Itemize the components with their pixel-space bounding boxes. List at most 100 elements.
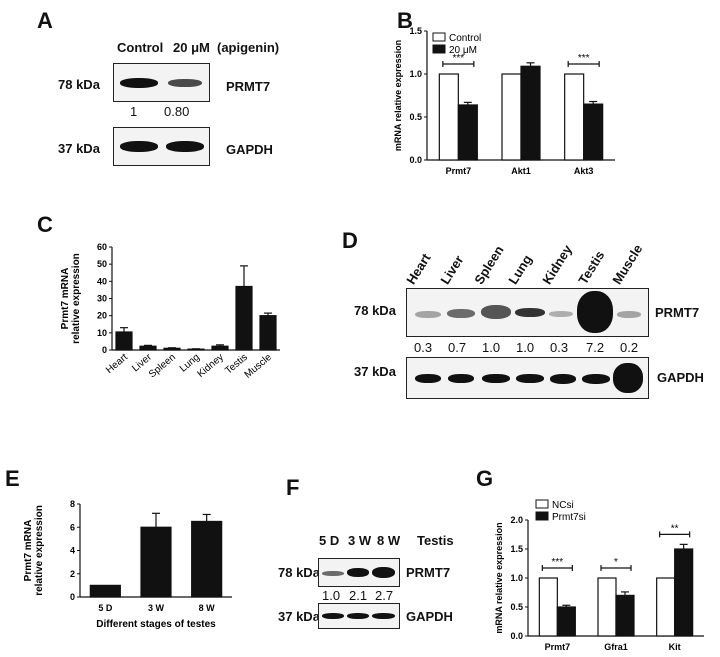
bar [163, 347, 181, 351]
bar [211, 345, 229, 351]
panel-d-tissue-label: Muscle [609, 241, 646, 287]
y-tick-label: 0.5 [409, 112, 422, 122]
x-axis-label: Different stages of testes [96, 619, 216, 630]
legend-label: 20 μM [449, 45, 477, 56]
blot-band [482, 374, 510, 383]
bar [191, 520, 223, 598]
x-tick-label: Prmt7 [545, 642, 571, 652]
bar [457, 104, 478, 161]
significance-label: *** [551, 557, 563, 568]
bar [597, 577, 617, 637]
legend-label: NCsi [552, 500, 574, 511]
bar [259, 315, 277, 351]
panel-a-treatment-label: 20 μM [173, 40, 210, 55]
blot-band [347, 568, 369, 577]
bar [520, 65, 541, 161]
panel-b-letter: B [397, 8, 413, 33]
blot-band [168, 79, 202, 87]
y-tick-label: 0.5 [510, 602, 523, 612]
x-tick-label: Gfra1 [604, 642, 628, 652]
blot-band [372, 567, 395, 578]
blot-band [550, 374, 576, 384]
panel-d-ratio: 0.2 [620, 340, 639, 355]
y-tick-label: 2.0 [510, 515, 523, 525]
blot-band [582, 374, 610, 384]
blot-band [515, 308, 545, 317]
x-tick-label: Akt3 [574, 166, 594, 176]
panel-d-prmt7-label: PRMT7 [655, 305, 700, 320]
bar [139, 345, 157, 351]
blot-band [347, 613, 369, 619]
panel-d-ratio: 7.2 [586, 340, 605, 355]
bar [235, 285, 253, 351]
panel-a-gapdh-blot [113, 127, 210, 166]
bar [115, 331, 133, 351]
bar [538, 577, 558, 637]
panel-d-kda-78: 78 kDa [354, 303, 396, 318]
panel-f-letter: F [286, 475, 300, 500]
bar [674, 548, 694, 637]
blot-band [120, 141, 158, 152]
legend-label: Control [449, 33, 481, 44]
blot-band [577, 291, 613, 333]
panel-d-tissue-label: Spleen [471, 242, 507, 287]
bar [89, 584, 121, 598]
panel-f-prmt7-blot [318, 558, 400, 587]
x-tick-label: 3 W [148, 603, 165, 613]
y-tick-label: 1.0 [510, 573, 523, 583]
panel-d-ratio: 1.0 [516, 340, 535, 355]
y-tick-label: 0 [70, 592, 75, 602]
y-tick-label: 0.0 [409, 155, 422, 165]
panel-f-ratio: 2.7 [375, 588, 394, 603]
panel-f-kda-78: 78 kDa [278, 565, 320, 580]
panel-f-lane-label: 3 W [348, 533, 372, 548]
panel-d-kda-37: 37 kDa [354, 364, 396, 379]
panel-a-compound-label: (apigenin) [217, 40, 280, 55]
blot-band [322, 613, 344, 619]
bar [656, 577, 676, 637]
blot-band [516, 374, 544, 383]
panel-a-ratio: 0.80 [164, 104, 190, 119]
blot-band [322, 571, 344, 576]
panel-a-prmt7-blot [113, 63, 210, 102]
panel-d-letter: D [342, 228, 358, 253]
y-tick-label: 1.5 [409, 26, 422, 36]
panel-d-ratio: 0.7 [448, 340, 467, 355]
blot-band [447, 309, 475, 318]
panel-a-gapdh-label: GAPDH [226, 142, 273, 157]
bar [501, 73, 522, 161]
x-tick-label: 8 W [199, 603, 216, 613]
legend-swatch [535, 511, 549, 521]
panel-f-ratio: 1.0 [322, 588, 341, 603]
panel-f-gapdh-label: GAPDH [406, 609, 453, 624]
panel-d-prmt7-blot [406, 288, 649, 337]
panel-d-gapdh-blot [406, 357, 649, 399]
panel-f-gapdh-blot [318, 603, 400, 629]
x-tick-label: Muscle [243, 352, 275, 381]
panel-f-prmt7-label: PRMT7 [406, 565, 451, 580]
y-tick-label: 8 [70, 499, 75, 509]
panel-a-kda-37: 37 kDa [58, 141, 100, 156]
legend-swatch [535, 499, 549, 509]
panel-g-letter: G [476, 466, 494, 491]
y-tick-label: 30 [97, 294, 107, 304]
blot-band [481, 305, 511, 319]
panel-f-tissue-label: Testis [417, 533, 454, 548]
y-tick-label: 1.0 [409, 69, 422, 79]
x-tick-label: Spleen [147, 352, 178, 380]
panel-a-ratio: 1 [130, 104, 138, 119]
bar [583, 103, 604, 161]
panel-d-tissue-label: Kidney [539, 242, 575, 287]
panel-d-ratio: 1.0 [482, 340, 501, 355]
bar [140, 526, 172, 598]
legend-label: Prmt7si [552, 512, 586, 523]
y-axis-label: Prmt7 mRNA [60, 268, 71, 330]
significance-label: *** [452, 53, 464, 64]
panel-e-chart: 0 2 4 6 8 5 D 3 W 8 W Prmt7 mRNA relative express… [23, 499, 232, 630]
y-axis-label: relative expression [34, 505, 45, 596]
x-tick-label: Akt1 [511, 166, 531, 176]
blot-band [166, 141, 204, 152]
y-tick-label: 60 [97, 242, 107, 252]
